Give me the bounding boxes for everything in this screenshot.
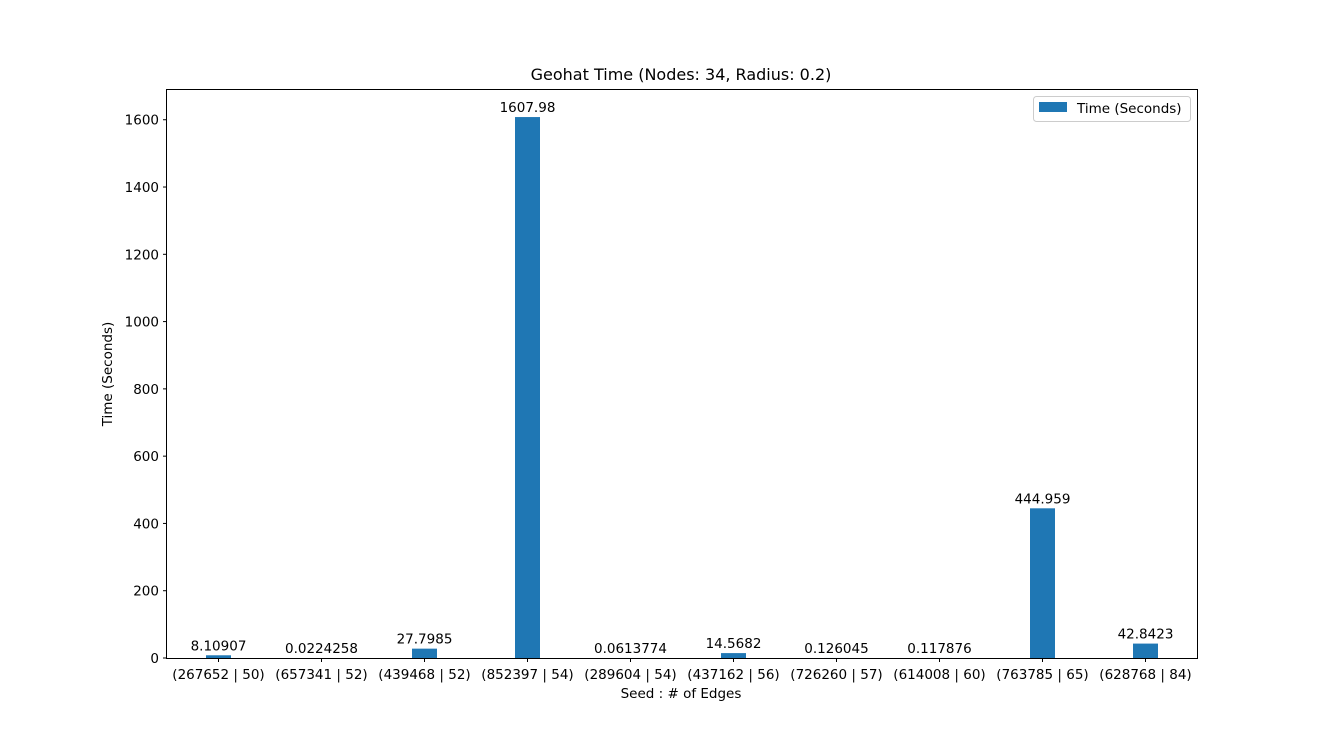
bar-value-label: 0.0224258 bbox=[285, 641, 358, 657]
bar-value-label: 0.117876 bbox=[907, 641, 971, 657]
x-tick-label: (289604 | 54) bbox=[584, 667, 676, 683]
bar-labels-group: 8.10907 0.0224258 27.7985 1607.98 0.0613774 1… bbox=[191, 100, 1174, 657]
bar bbox=[206, 655, 231, 658]
y-tick-label: 1400 bbox=[125, 180, 159, 196]
x-axis-label: Seed : # of Edges bbox=[621, 686, 742, 702]
x-tick-label: (439468 | 52) bbox=[378, 667, 470, 683]
bar-value-label: 0.126045 bbox=[804, 641, 868, 657]
y-tick-label: 600 bbox=[133, 449, 159, 465]
bars-group bbox=[206, 117, 1158, 659]
legend: Time (Seconds) bbox=[1033, 96, 1191, 122]
bar bbox=[1030, 508, 1055, 658]
plot-area-frame bbox=[166, 89, 1198, 659]
y-tick-label: 400 bbox=[133, 516, 159, 532]
y-axis-label: Time (Seconds) bbox=[100, 322, 116, 428]
x-tick-label: (852397 | 54) bbox=[481, 667, 573, 683]
bar-value-label: 1607.98 bbox=[500, 100, 556, 116]
y-tick-label: 1200 bbox=[125, 247, 159, 263]
x-tick-label: (763785 | 65) bbox=[996, 667, 1088, 683]
y-tick-label: 1600 bbox=[125, 113, 159, 129]
legend-label: Time (Seconds) bbox=[1076, 101, 1182, 117]
bar-value-label: 27.7985 bbox=[397, 632, 453, 648]
legend-swatch bbox=[1039, 102, 1067, 112]
y-tick-label: 1000 bbox=[125, 315, 159, 331]
y-tick-label: 0 bbox=[150, 651, 159, 667]
x-tick-label: (267652 | 50) bbox=[172, 667, 264, 683]
y-tick-label: 200 bbox=[133, 584, 159, 600]
chart-title: Geohat Time (Nodes: 34, Radius: 0.2) bbox=[531, 65, 832, 84]
x-tick-label: (657341 | 52) bbox=[275, 667, 367, 683]
bar bbox=[1133, 643, 1158, 658]
legend-box bbox=[1033, 96, 1191, 122]
y-axis-ticks: 0 200 400 600 800 1000 1200 1400 1600 bbox=[125, 113, 167, 667]
x-tick-label: (437162 | 56) bbox=[687, 667, 779, 683]
bar-value-label: 8.10907 bbox=[191, 638, 247, 654]
x-tick-label: (614008 | 60) bbox=[893, 667, 985, 683]
bar-value-label: 14.5682 bbox=[706, 636, 762, 652]
bar-value-label: 42.8423 bbox=[1118, 627, 1174, 643]
y-tick-label: 800 bbox=[133, 382, 159, 398]
x-axis-ticks: (267652 | 50) (657341 | 52) (439468 | 52) (… bbox=[172, 658, 1192, 683]
x-tick-label: (726260 | 57) bbox=[790, 667, 882, 683]
bar bbox=[412, 648, 437, 658]
x-tick-label: (628768 | 84) bbox=[1099, 667, 1191, 683]
bar bbox=[515, 117, 540, 659]
bar-value-label: 0.0613774 bbox=[594, 641, 667, 657]
bar bbox=[721, 653, 746, 658]
bar-value-label: 444.959 bbox=[1015, 491, 1071, 507]
